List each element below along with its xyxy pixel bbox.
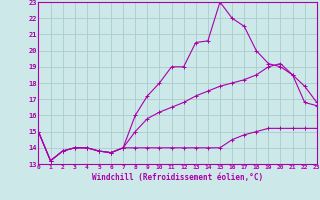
X-axis label: Windchill (Refroidissement éolien,°C): Windchill (Refroidissement éolien,°C)	[92, 173, 263, 182]
